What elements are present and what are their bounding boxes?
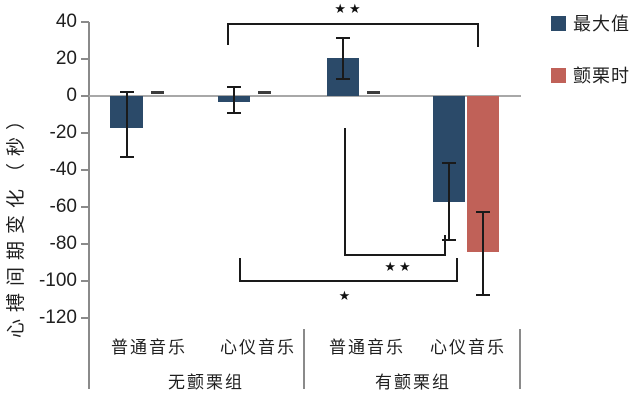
y-tick-mark: [81, 206, 89, 208]
error-bar-cap: [476, 293, 490, 296]
error-bar-line: [448, 162, 450, 241]
y-tick-label: -20: [49, 122, 77, 143]
significance-bracket: [344, 128, 346, 255]
chill-dash-mark: [258, 91, 271, 94]
significance-bracket: [444, 235, 446, 255]
y-tick-mark: [81, 317, 89, 319]
error-bar-cap: [227, 85, 241, 88]
separator-line: [519, 329, 521, 389]
error-bar-line: [233, 86, 235, 113]
y-tick-mark: [81, 169, 89, 171]
error-bar-line: [482, 211, 484, 295]
y-tick-label: 0: [66, 85, 77, 106]
error-bar-cap: [227, 111, 241, 114]
y-tick-mark: [81, 95, 89, 97]
error-bar-cap: [442, 161, 456, 164]
chill-dash-mark: [151, 91, 164, 94]
category-label: 普通音乐: [111, 338, 187, 357]
category-label: 心仪音乐: [430, 338, 506, 357]
legend-item-chill: 颤栗时: [551, 62, 630, 88]
error-bar-cap: [119, 91, 134, 94]
legend-label-max: 最大值: [573, 14, 630, 34]
significance-bracket: [227, 23, 479, 25]
error-bar-cap: [119, 156, 134, 159]
y-axis-title: 心搏间期变化（秒）: [6, 104, 27, 339]
significance-bracket: [456, 258, 458, 281]
error-bar-line: [342, 37, 344, 80]
error-bar-cap: [442, 239, 456, 242]
group-label: 无颤栗组: [168, 373, 244, 392]
error-bar-line: [125, 92, 128, 158]
significance-bracket: [239, 280, 458, 282]
y-tick-label: -100: [38, 270, 77, 291]
y-tick-mark: [81, 21, 89, 23]
y-tick-label: 20: [55, 48, 77, 69]
error-bar-cap: [336, 78, 350, 81]
chill-dash-mark: [367, 91, 380, 94]
significance-bracket: [227, 24, 229, 45]
significance-label: ★: [338, 288, 354, 303]
y-tick-label: -40: [49, 159, 77, 180]
y-tick-mark: [81, 280, 89, 282]
legend-swatch-chill-icon: [551, 67, 566, 83]
y-tick-label: 40: [55, 11, 77, 32]
error-bar-cap: [476, 210, 490, 213]
category-label: 普通音乐: [329, 338, 405, 357]
category-label: 心仪音乐: [220, 338, 296, 357]
significance-bracket: [239, 258, 241, 281]
y-axis-line: [88, 22, 90, 389]
legend-label-chill: 颤栗时: [573, 66, 630, 86]
y-tick-mark: [81, 132, 89, 134]
legend-swatch-max-icon: [551, 15, 566, 31]
y-tick-mark: [81, 243, 89, 245]
significance-label: ★★: [384, 259, 414, 274]
y-tick-mark: [81, 58, 89, 60]
significance-bracket: [477, 24, 479, 47]
y-tick-label: -120: [38, 307, 77, 328]
separator-line: [303, 329, 305, 389]
error-bar-cap: [336, 36, 350, 39]
zero-line: [89, 95, 521, 97]
significance-bracket: [344, 254, 446, 256]
y-tick-label: -80: [49, 233, 77, 254]
legend-item-max: 最大值: [551, 10, 630, 36]
group-label: 有颤栗组: [375, 373, 451, 392]
y-tick-label: -60: [49, 196, 77, 217]
legend: 最大值 颤栗时: [551, 10, 630, 114]
significance-label: ★★: [334, 1, 364, 16]
